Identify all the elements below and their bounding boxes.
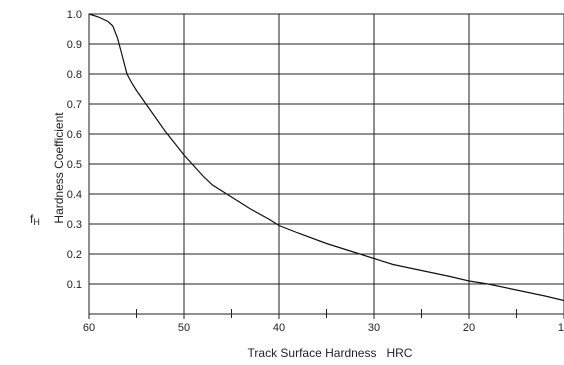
x-tick-label: 50 [178,322,190,334]
y-tick-label: 0.4 [67,189,82,201]
series-line [88,13,564,302]
y-axis-symbol-sub: H [33,217,40,227]
x-tick-label: 20 [463,322,475,334]
y-tick-label: 0.1 [67,279,82,291]
x-tick-label: 60 [83,322,95,334]
y-tick-label: 0.3 [67,219,82,231]
y-tick-label: 0.6 [67,129,82,141]
x-tick-label: 30 [368,322,380,334]
y-tick-label: 1.0 [67,9,82,21]
plot-frame [88,13,564,315]
y-tick-label: 0.2 [67,249,82,261]
y-axis-symbol-main: f [30,212,34,226]
tick-labels: 0.1 0.2 0.3 0.4 0.5 0.6 0.7 0.8 0.9 1.0 60 50 40 30 20… [67,9,564,334]
x-axis-label: Track Surface Hardness HRC [248,346,413,360]
x-tick-label: 40 [273,322,285,334]
grid [89,13,564,314]
y-axis-label: Hardness Coefficient [52,112,66,224]
y-tick-label: 0.7 [67,99,82,111]
x-tick-label: 10 [558,322,564,334]
y-tick-label: 0.5 [67,159,82,171]
y-tick-label: 0.9 [67,39,82,51]
y-axis-symbol: fH [30,212,40,227]
y-tick-label: 0.8 [67,69,82,81]
